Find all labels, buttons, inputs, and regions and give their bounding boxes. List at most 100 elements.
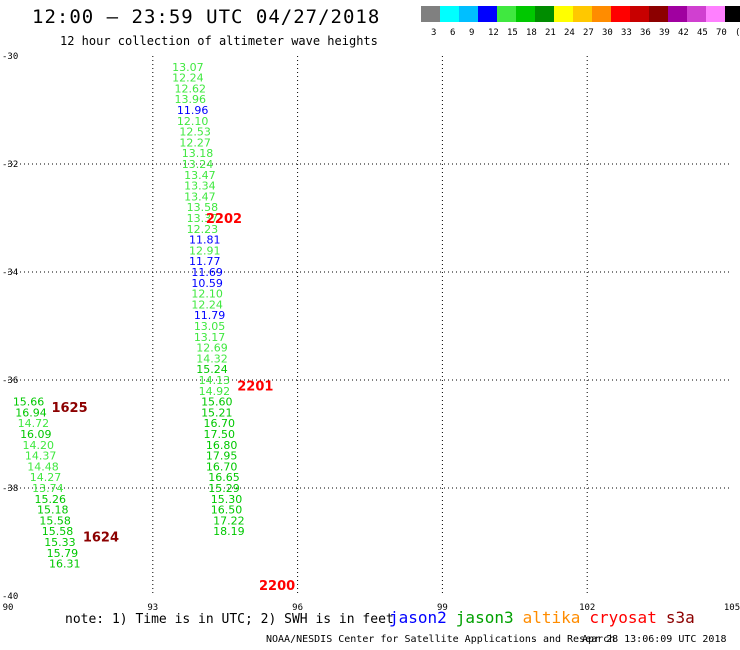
wave-height-point: 14.13 <box>199 374 231 387</box>
wave-height-point: 13.58 <box>187 201 219 214</box>
wave-height-point: 12.53 <box>179 126 211 139</box>
colorbar-label: 24 <box>564 28 575 38</box>
y-tick-label: -38 <box>2 484 18 494</box>
wave-height-point: 13.34 <box>184 180 216 193</box>
wave-height-point: 15.24 <box>196 363 228 376</box>
wave-height-point: 12.23 <box>187 223 219 236</box>
legend-jason2: jason2 <box>389 608 447 627</box>
wave-height-point: 13.05 <box>194 320 226 333</box>
footer-credit: NOAA/NESDIS Center for Satellite Applica… <box>266 634 616 645</box>
pass-time-label: 1625 <box>51 401 87 416</box>
wave-height-point: 14.27 <box>30 471 62 484</box>
wave-height-point: 15.18 <box>37 504 69 517</box>
y-tick-label: -32 <box>2 160 18 170</box>
wave-height-point: 11.81 <box>189 234 221 247</box>
legend-cryosat: cryosat <box>589 608 657 627</box>
colorbar-label: 45 <box>697 28 708 38</box>
colorbar-swatch <box>421 6 440 22</box>
chart-title: 12:00 – 23:59 UTC 04/27/2018 <box>32 6 381 28</box>
wave-height-point: 17.22 <box>213 514 245 527</box>
colorbar-label: 70 <box>716 28 727 38</box>
colorbar-swatch <box>535 6 554 22</box>
wave-height-point: 12.62 <box>175 82 207 95</box>
wave-height-point: 13.24 <box>182 158 214 171</box>
pass-time-label: 2200 <box>259 579 295 594</box>
wave-height-point: 12.91 <box>189 244 221 257</box>
pass-time-label: 1624 <box>83 531 119 546</box>
wave-height-point: 17.95 <box>206 450 238 463</box>
wave-height-point: 17.50 <box>203 428 235 441</box>
wave-height-point: 14.32 <box>196 352 228 365</box>
colorbar-label: 12 <box>488 28 499 38</box>
colorbar-swatch <box>554 6 573 22</box>
legend-s3a: s3a <box>665 608 695 627</box>
wave-height-point: 10.59 <box>191 277 223 290</box>
wave-height-point: 18.19 <box>213 525 245 538</box>
wave-height-point: 16.70 <box>206 460 238 473</box>
colorbar-label: 36 <box>640 28 651 38</box>
wave-height-point: 15.21 <box>201 406 233 419</box>
colorbar-swatch <box>516 6 535 22</box>
colorbar-swatch <box>573 6 592 22</box>
colorbar-label: 18 <box>526 28 537 38</box>
colorbar-swatch <box>725 6 740 22</box>
colorbar-swatch <box>440 6 459 22</box>
footer-note: note: 1) Time is in UTC; 2) SWH is in fe… <box>65 612 394 627</box>
wave-height-point: 12.24 <box>191 298 223 311</box>
wave-height-point: 16.50 <box>211 504 243 517</box>
wave-height-point: 13.17 <box>194 331 226 344</box>
x-tick-label: 96 <box>292 603 303 613</box>
wave-height-point: 13.18 <box>182 147 214 160</box>
colorbar-swatch <box>478 6 497 22</box>
colorbar-label: 21 <box>545 28 556 38</box>
wave-height-point: 16.80 <box>206 439 238 452</box>
colorbar-label: 15 <box>507 28 518 38</box>
footer-timestamp: Apr 28 13:06:09 UTC 2018 <box>582 634 727 645</box>
x-tick-label: 93 <box>147 603 158 613</box>
x-tick-label: 90 <box>3 603 14 613</box>
y-tick-label: -40 <box>2 592 18 602</box>
wave-height-point: 15.79 <box>47 547 79 560</box>
wave-height-point: 13.37 <box>187 212 219 225</box>
wave-height-point: 15.66 <box>13 396 45 409</box>
wave-height-point: 13.47 <box>184 190 216 203</box>
colorbar-swatch <box>459 6 478 22</box>
colorbar-swatch <box>611 6 630 22</box>
y-tick-label: -34 <box>2 268 18 278</box>
wave-height-point: 16.09 <box>20 428 52 441</box>
wave-height-point: 12.10 <box>191 288 223 301</box>
colorbar-swatch <box>687 6 706 22</box>
colorbar-label: 9 <box>469 28 475 38</box>
wave-height-point: 16.65 <box>208 471 240 484</box>
wave-height-point: 11.77 <box>189 255 221 268</box>
wave-height-point: 12.24 <box>172 72 204 85</box>
wave-height-point: 13.47 <box>184 169 216 182</box>
colorbar-label: 3 <box>431 28 437 38</box>
wave-height-point: 15.29 <box>208 482 240 495</box>
wave-height-point: 12.69 <box>196 342 228 355</box>
x-tick-label: 99 <box>437 603 448 613</box>
colorbar-label: 39 <box>659 28 670 38</box>
wave-height-point: 15.26 <box>35 493 66 506</box>
pass-time-label: 2202 <box>206 212 242 227</box>
colorbar-swatch <box>649 6 668 22</box>
colorbar-label: (ft) <box>735 28 740 38</box>
wave-height-point: 13.07 <box>172 61 204 74</box>
chart-subtitle: 12 hour collection of altimeter wave hei… <box>60 34 378 48</box>
wave-height-point: 15.58 <box>39 514 71 527</box>
wave-height-point: 14.48 <box>27 460 59 473</box>
colorbar-swatch <box>497 6 516 22</box>
x-tick-label: 102 <box>579 603 595 613</box>
colorbar-label: 33 <box>621 28 632 38</box>
y-tick-label: -30 <box>2 52 18 62</box>
colorbar-swatch <box>592 6 611 22</box>
legend-jason3: jason3 <box>455 608 514 627</box>
wave-height-point: 13.96 <box>175 93 207 106</box>
wave-height-point: 11.79 <box>194 309 226 322</box>
wave-height-point: 14.72 <box>18 417 50 430</box>
wave-height-point: 11.96 <box>177 104 209 117</box>
colorbar-swatch <box>668 6 687 22</box>
wave-height-point: 16.94 <box>15 406 46 419</box>
wave-height-point: 14.37 <box>25 450 57 463</box>
legend-altika: altika <box>522 608 581 627</box>
